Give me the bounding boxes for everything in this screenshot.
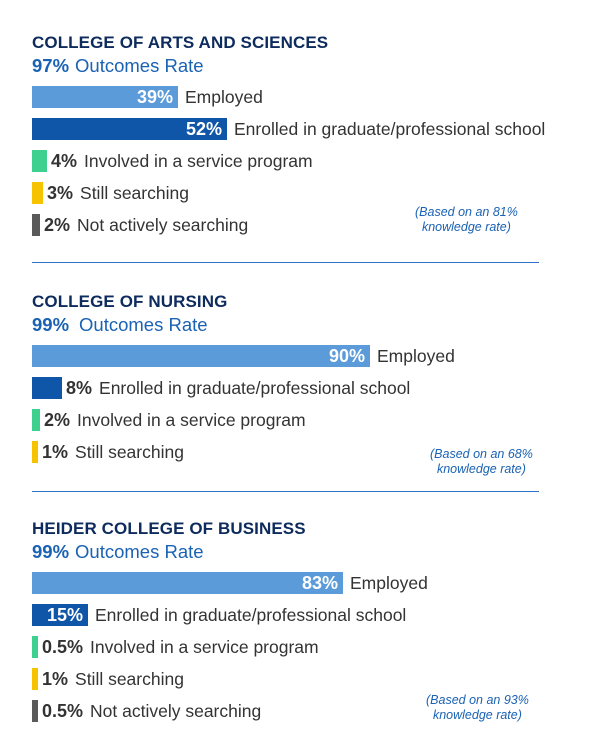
outcomes-rate: 97% Outcomes Rate <box>32 55 204 77</box>
bar-graduate: 52% <box>32 118 227 140</box>
data-label: 2% <box>44 409 71 430</box>
category-label: Not actively searching <box>77 214 249 235</box>
bar-row: 52% Enrolled in graduate/professional sch… <box>32 118 545 140</box>
bar-searching <box>32 668 38 690</box>
data-label: 1% <box>42 668 69 689</box>
category-label: Involved in a service program <box>84 150 313 171</box>
data-label: 83% <box>301 573 338 593</box>
data-label: 2% <box>44 214 71 235</box>
bar-row: 0.5% Involved in a service program <box>32 636 319 658</box>
bar-searching <box>32 441 38 463</box>
data-label: 1% <box>42 441 69 462</box>
outcomes-rate-value: 99% <box>32 541 70 562</box>
bar-row: 83% Employed <box>32 572 428 594</box>
outcomes-rate-label: Outcomes Rate <box>75 541 204 562</box>
category-label: Employed <box>350 572 428 593</box>
bar-employed: 83% <box>32 572 343 594</box>
data-label: 0.5% <box>42 700 84 721</box>
section-title: COLLEGE OF NURSING <box>32 292 228 311</box>
bar-row: 15% Enrolled in graduate/professional sch… <box>32 604 406 626</box>
data-label: 4% <box>51 150 78 171</box>
bar-employed: 39% <box>32 86 178 108</box>
data-label: 3% <box>47 182 74 203</box>
bar-graduate: 15% <box>32 604 88 626</box>
section-divider <box>32 491 539 492</box>
data-label: 8% <box>66 377 93 398</box>
note-line: (Based on an 81% <box>415 205 518 219</box>
data-label: 39% <box>136 87 173 107</box>
category-label: Enrolled in graduate/professional school <box>95 604 407 625</box>
outcomes-rate: 99% Outcomes Rate <box>32 541 204 563</box>
bar-searching <box>32 182 43 204</box>
outcomes-rate: 99% Outcomes Rate <box>32 314 208 336</box>
category-label: Not actively searching <box>90 700 262 721</box>
bar-service <box>32 636 38 658</box>
bar-row: 8% Enrolled in graduate/professional scho… <box>32 377 410 399</box>
data-label: 0.5% <box>42 636 84 657</box>
data-label: 15% <box>46 605 83 625</box>
category-label: Still searching <box>80 182 189 203</box>
bar-row: 90% Employed <box>32 345 455 367</box>
bar-row: 4% Involved in a service program <box>32 150 313 172</box>
note-line: knowledge rate) <box>421 220 511 234</box>
bar-row: 1% Still searching <box>32 441 184 463</box>
bar-row: 2% Not actively searching <box>32 214 248 236</box>
knowledge-rate-note: (Based on an 68% knowledge rate) <box>430 447 533 477</box>
bar-service <box>32 150 47 172</box>
bar-employed: 90% <box>32 345 370 367</box>
note-line: (Based on an 93% <box>426 693 529 707</box>
note-line: knowledge rate) <box>436 462 526 476</box>
bar-graduate <box>32 377 62 399</box>
bar-service <box>32 409 40 431</box>
bar-row: 2% Involved in a service program <box>32 409 306 431</box>
data-label: 90% <box>328 346 365 366</box>
outcomes-rate-value: 97% <box>32 55 70 76</box>
category-label: Involved in a service program <box>77 409 306 430</box>
bar-row: 1% Still searching <box>32 668 184 690</box>
note-line: knowledge rate) <box>432 708 522 722</box>
outcomes-rate-label: Outcomes Rate <box>79 314 208 335</box>
knowledge-rate-note: (Based on an 93% knowledge rate) <box>426 693 529 723</box>
note-line: (Based on an 68% <box>430 447 533 461</box>
category-label: Involved in a service program <box>90 636 319 657</box>
bar-row: 39% Employed <box>32 86 263 108</box>
section-title: COLLEGE OF ARTS AND SCIENCES <box>32 33 329 52</box>
outcomes-rate-value: 99% <box>32 314 70 335</box>
section-divider <box>32 262 539 263</box>
outcomes-rate-label: Outcomes Rate <box>75 55 204 76</box>
category-label: Enrolled in graduate/professional school <box>99 377 411 398</box>
bar-row: 3% Still searching <box>32 182 189 204</box>
category-label: Enrolled in graduate/professional school <box>234 118 546 139</box>
bar-not_searching <box>32 700 38 722</box>
knowledge-rate-note: (Based on an 81% knowledge rate) <box>415 205 518 235</box>
category-label: Still searching <box>75 668 184 689</box>
data-label: 52% <box>185 119 222 139</box>
section-title: HEIDER COLLEGE OF BUSINESS <box>32 519 306 538</box>
bar-not_searching <box>32 214 40 236</box>
category-label: Employed <box>377 345 455 366</box>
category-label: Employed <box>185 86 263 107</box>
bar-row: 0.5% Not actively searching <box>32 700 261 722</box>
category-label: Still searching <box>75 441 184 462</box>
